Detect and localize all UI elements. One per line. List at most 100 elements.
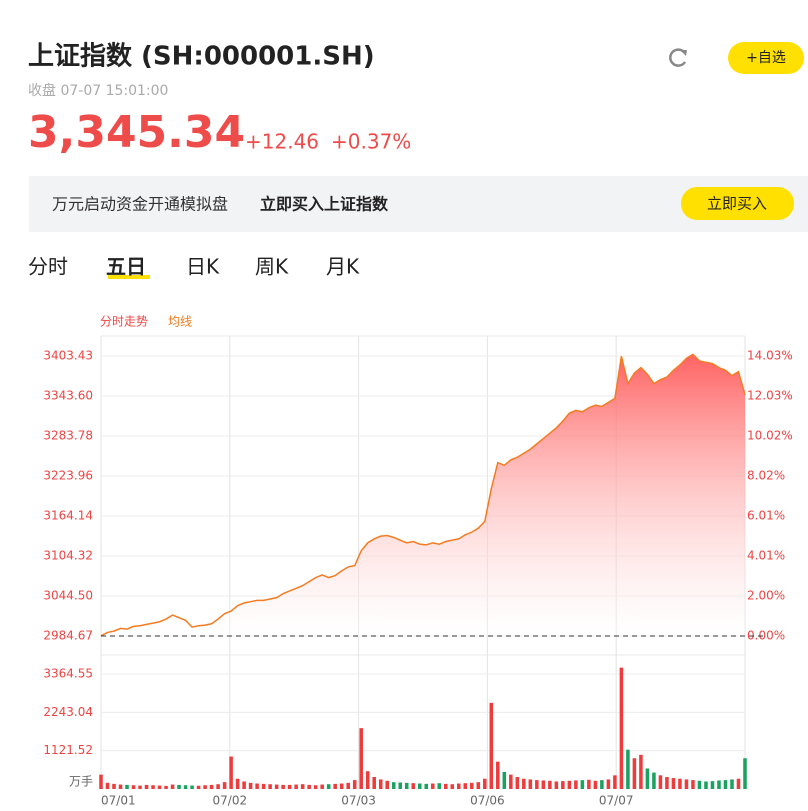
volume-bar (691, 780, 695, 789)
volume-bar (717, 780, 721, 789)
volume-bar (398, 782, 403, 789)
change-pct: +0.37% (331, 130, 411, 154)
follow-button[interactable] (728, 42, 804, 74)
volume-bar (658, 775, 663, 789)
volume-bar (574, 780, 578, 789)
volume-bar (600, 780, 604, 789)
volume-bar (170, 784, 175, 789)
y-tick-label: 3223.96 (43, 469, 93, 483)
volume-bar (613, 775, 617, 789)
volume-bar (261, 783, 266, 789)
y-tick-label: 3104.32 (43, 548, 93, 562)
volume-bar (248, 782, 253, 789)
volume-bar (359, 728, 363, 789)
volume-bar (457, 783, 461, 789)
price-area (101, 354, 745, 636)
volume-bar (424, 783, 429, 789)
tab[interactable]: 五日 (106, 255, 146, 279)
volume-unit: 万手 (69, 775, 93, 789)
volume-bar (209, 784, 214, 789)
volume-bar (177, 784, 181, 789)
chart: 分时走势 均线 07/01 07/02 07/03 07/06 07/07 3403.43 33… (43, 315, 792, 808)
volume-bar (274, 784, 279, 789)
volume-tick-label: 2243.04 (43, 705, 93, 719)
volume-bar (229, 756, 233, 789)
volume-tick-label: 1121.52 (43, 743, 93, 757)
volume-bar (391, 782, 396, 789)
tabs: 分时 五日 日K 周K 月K (28, 255, 360, 279)
volume-bar (652, 772, 656, 789)
volume-bar (326, 784, 331, 789)
tab[interactable]: 周K (255, 255, 289, 279)
volume-tick-label: 3364.55 (43, 667, 93, 681)
volume-bar (287, 784, 292, 789)
legend-entry: 均线 (168, 315, 192, 329)
volume-bar (476, 782, 481, 789)
tab[interactable]: 月K (326, 255, 360, 279)
volume-bar (606, 779, 611, 789)
volume-bar (470, 782, 474, 789)
volume-bar (203, 785, 207, 789)
legend-entry: 分时走势 (100, 315, 148, 329)
volume-bar (378, 779, 383, 789)
volume-bar (157, 785, 162, 789)
volume-bar (730, 779, 734, 789)
volume-bar (496, 761, 500, 789)
y-tick-label: 3403.43 (43, 349, 93, 363)
volume-bar (346, 782, 350, 789)
volume-bar (138, 785, 142, 789)
volume-bar (639, 754, 643, 789)
volume-bar (483, 778, 487, 789)
volume-bar (450, 784, 455, 789)
volume-bar (437, 783, 442, 789)
volume-bar (268, 784, 272, 789)
tab[interactable]: 分时 (28, 255, 68, 279)
banner (29, 176, 808, 232)
volume-bar (222, 782, 227, 789)
volume-bar (118, 784, 123, 789)
price-line (100, 353, 746, 637)
volume-bar (313, 785, 318, 789)
tab[interactable]: 日K (186, 255, 220, 279)
volume-bar (151, 785, 155, 789)
volume-bar (404, 782, 409, 789)
volume-bar (580, 780, 585, 789)
volume-bar (307, 784, 311, 789)
volume-bar (294, 784, 298, 789)
y2-tick-label: 0.00% (747, 629, 785, 643)
volume-bar (723, 780, 728, 789)
volume-bar (515, 777, 520, 789)
volume-bar (320, 784, 324, 789)
volume-bar (300, 784, 305, 789)
volume-bar (144, 784, 149, 789)
volume-bar (541, 780, 546, 789)
volume-bar (385, 780, 389, 789)
volume-bar (463, 783, 468, 789)
x-tick-label: 07/02 (213, 794, 248, 808)
volume-bar (339, 783, 344, 789)
refresh-icon[interactable] (669, 48, 687, 67)
y-tick-label: 2984.67 (43, 629, 93, 643)
banner-text: 万元启动资金开通模拟盘 (52, 195, 228, 214)
y-tick-label: 3283.78 (43, 429, 93, 443)
y2-tick-label: 4.01% (747, 548, 785, 562)
x-tick-label: 07/07 (599, 794, 634, 808)
volume-bar (561, 781, 565, 789)
y2-tick-label: 2.00% (747, 589, 785, 603)
volume-bar (645, 768, 650, 789)
volume-bar (684, 779, 689, 789)
follow-button-label: +自选 (746, 50, 786, 66)
volume-bar (619, 667, 624, 789)
volume-bar (125, 784, 129, 789)
volume-bar (587, 779, 591, 789)
refresh-arc (669, 48, 687, 67)
buy-button[interactable] (681, 187, 794, 220)
y-tick-label: 3164.14 (43, 508, 93, 522)
volume-bar (105, 782, 110, 789)
y-tick-label: 3343.60 (43, 389, 93, 403)
volume-bar (99, 774, 103, 789)
volume-bar (242, 781, 246, 789)
volume-bar (430, 783, 435, 789)
volume-bar (196, 785, 201, 789)
